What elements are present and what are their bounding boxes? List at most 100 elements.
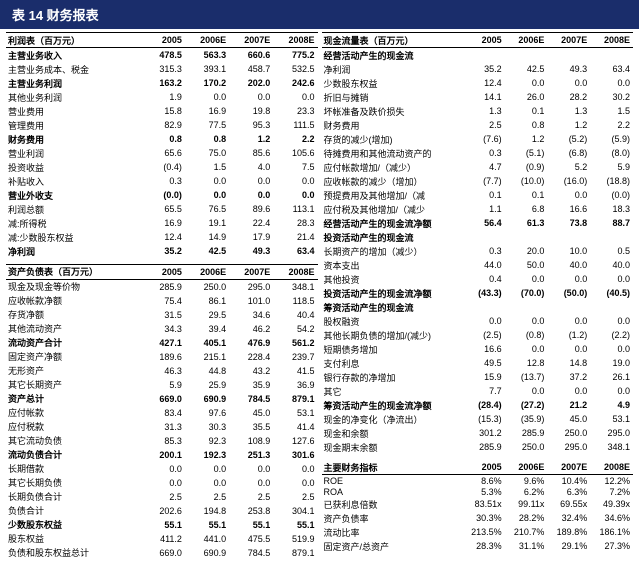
cell-value: 0.0 bbox=[590, 342, 633, 356]
cell-value: 17.9 bbox=[229, 230, 273, 244]
cell-value: 0.0 bbox=[229, 90, 273, 104]
cell-value: 0.0 bbox=[229, 462, 273, 476]
cell-value: (43.3) bbox=[462, 286, 505, 300]
cell-value: 6.8 bbox=[505, 202, 548, 216]
row-label: 已获利息倍数 bbox=[322, 497, 462, 511]
cell-value: 16.6 bbox=[462, 342, 505, 356]
cell-value: 194.8 bbox=[185, 504, 229, 518]
row-label: 流动负债合计 bbox=[6, 448, 146, 462]
cell-value: 458.7 bbox=[229, 62, 273, 76]
row-label: 负债合计 bbox=[6, 504, 146, 518]
cell-value: 50.0 bbox=[505, 258, 548, 272]
row-label: 长期资产的增加（减少） bbox=[322, 244, 462, 258]
cell-value: 0.0 bbox=[547, 342, 590, 356]
cell-value: 0.0 bbox=[273, 174, 317, 188]
cell-value: 669.0 bbox=[146, 546, 185, 560]
left-column: 利润表（百万元）20052006E2007E2008E主营业务收入478.556… bbox=[6, 32, 318, 560]
cell-value: 19.0 bbox=[590, 356, 633, 370]
cell-value: 7.2% bbox=[590, 486, 633, 497]
row-label: 短期债务增加 bbox=[322, 342, 462, 356]
cell-value: 0.0 bbox=[185, 188, 229, 202]
cell-value: 12.2% bbox=[590, 475, 633, 487]
year-header: 2008E bbox=[590, 33, 633, 48]
cell-value: 210.7% bbox=[505, 525, 548, 539]
cell-value: 2.2 bbox=[273, 132, 317, 146]
section-title: 资产负债表（百万元） bbox=[6, 264, 146, 279]
cell-value: 784.5 bbox=[229, 392, 273, 406]
cell-value: (5.9) bbox=[590, 132, 633, 146]
row-label: ROA bbox=[322, 486, 462, 497]
cell-value: 285.9 bbox=[462, 440, 505, 454]
cell-value: 1.2 bbox=[229, 132, 273, 146]
cell-value: 5.2 bbox=[547, 160, 590, 174]
cell-value: 28.3% bbox=[462, 539, 505, 553]
cell-value: 250.0 bbox=[185, 279, 229, 294]
cell-value: 5.9 bbox=[590, 160, 633, 174]
cell-value: (40.5) bbox=[590, 286, 633, 300]
cell-value: (5.2) bbox=[547, 132, 590, 146]
cell-value: 42.5 bbox=[185, 244, 229, 258]
cell-value: 1.2 bbox=[505, 132, 548, 146]
year-header: 2006E bbox=[185, 264, 229, 279]
cell-value: 0.0 bbox=[505, 314, 548, 328]
year-header: 2007E bbox=[547, 460, 590, 475]
cell-value: 0.0 bbox=[185, 90, 229, 104]
cell-value: 27.3% bbox=[590, 539, 633, 553]
cell-value: 49.5 bbox=[462, 356, 505, 370]
subsection-title: 筹资活动产生的现金流 bbox=[322, 300, 462, 314]
cell-value: 7.7 bbox=[462, 384, 505, 398]
row-label: 股权融资 bbox=[322, 314, 462, 328]
cell-value: 2.2 bbox=[590, 118, 633, 132]
cell-value: 253.8 bbox=[229, 504, 273, 518]
cell-value: 0.0 bbox=[590, 314, 633, 328]
subsection-title: 投资活动产生的现金流 bbox=[322, 230, 462, 244]
row-label: 股东权益 bbox=[6, 532, 146, 546]
cell-value: 239.7 bbox=[273, 350, 317, 364]
cell-value: 16.6 bbox=[547, 202, 590, 216]
cell-value: 251.3 bbox=[229, 448, 273, 462]
cell-value: (27.2) bbox=[505, 398, 548, 412]
cell-value: 0.1 bbox=[505, 188, 548, 202]
cell-value: 250.0 bbox=[547, 426, 590, 440]
cell-value: (10.0) bbox=[505, 174, 548, 188]
cell-value: 295.0 bbox=[590, 426, 633, 440]
row-label: 其他投资 bbox=[322, 272, 462, 286]
row-label: 投资收益 bbox=[6, 160, 146, 174]
cell-value: (7.7) bbox=[462, 174, 505, 188]
year-header: 2007E bbox=[547, 33, 590, 48]
row-label: 其它长期负债 bbox=[6, 476, 146, 490]
row-label: 预提费用及其他增加/（减 bbox=[322, 188, 462, 202]
cell-value: 49.39x bbox=[590, 497, 633, 511]
row-label: 无形资产 bbox=[6, 364, 146, 378]
cell-value: 16.9 bbox=[185, 104, 229, 118]
cell-value: 31.1% bbox=[505, 539, 548, 553]
cell-value: 0.0 bbox=[505, 342, 548, 356]
section-title: 现金流量表（百万元） bbox=[322, 33, 462, 48]
cell-value: 14.1 bbox=[462, 90, 505, 104]
year-header: 2006E bbox=[185, 33, 229, 48]
cell-value: 7.5 bbox=[273, 160, 317, 174]
cell-value: (13.7) bbox=[505, 370, 548, 384]
cell-value: 34.6% bbox=[590, 511, 633, 525]
cell-value: 2.5 bbox=[185, 490, 229, 504]
cell-value: 10.4% bbox=[547, 475, 590, 487]
row-label: 少数股东权益 bbox=[322, 76, 462, 90]
row-label: 现金和余额 bbox=[322, 426, 462, 440]
cell-value: 43.2 bbox=[229, 364, 273, 378]
cell-value: 1.5 bbox=[185, 160, 229, 174]
cell-value: 15.9 bbox=[462, 370, 505, 384]
cell-value: 427.1 bbox=[146, 336, 185, 350]
row-label: ROE bbox=[322, 475, 462, 487]
cell-value: 0.0 bbox=[185, 462, 229, 476]
cell-value: 0.0 bbox=[590, 384, 633, 398]
cell-value: 12.4 bbox=[462, 76, 505, 90]
cell-value: (2.2) bbox=[590, 328, 633, 342]
row-label: 资本支出 bbox=[322, 258, 462, 272]
cell-value: 35.2 bbox=[462, 62, 505, 76]
cell-value: 532.5 bbox=[273, 62, 317, 76]
tables-container: 利润表（百万元）20052006E2007E2008E主营业务收入478.556… bbox=[0, 29, 639, 563]
cell-value: 0.0 bbox=[547, 384, 590, 398]
cell-value: 101.0 bbox=[229, 294, 273, 308]
row-label: 流动资产合计 bbox=[6, 336, 146, 350]
cell-value: 18.3 bbox=[590, 202, 633, 216]
